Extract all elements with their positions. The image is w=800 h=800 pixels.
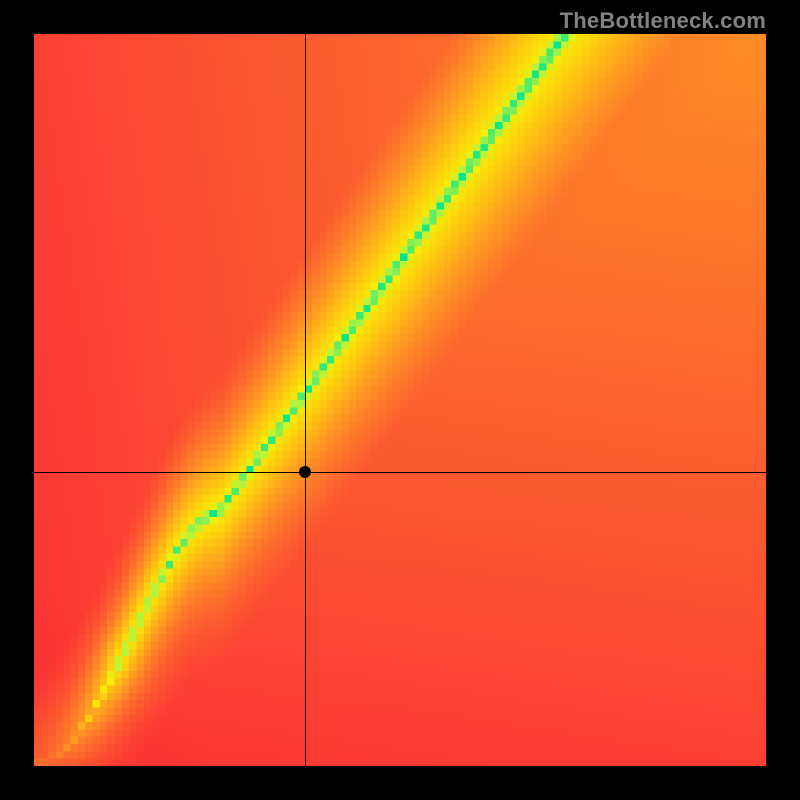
heatmap-canvas — [34, 34, 766, 766]
watermark-text: TheBottleneck.com — [560, 8, 766, 34]
outer-frame: TheBottleneck.com — [0, 0, 800, 800]
heatmap-plot — [34, 34, 766, 766]
